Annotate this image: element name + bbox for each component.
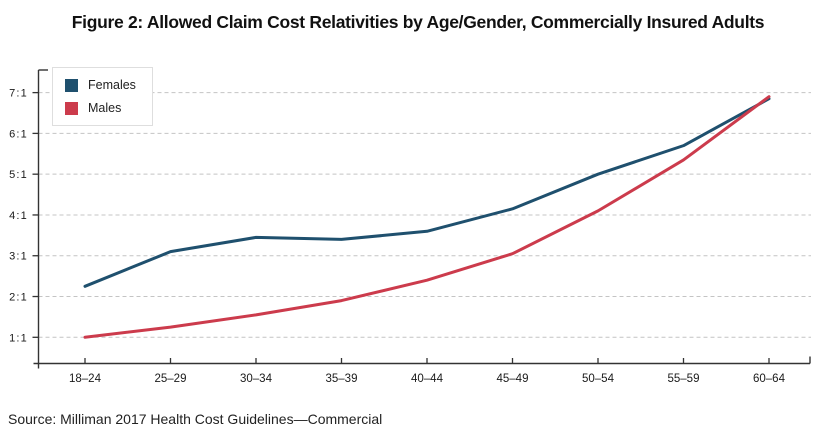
x-tick-label: 40–44 — [411, 373, 444, 385]
y-tick-label: 6:1 — [9, 128, 28, 140]
males-swatch-icon — [65, 101, 78, 115]
x-tick-label: 50–54 — [582, 373, 615, 385]
legend-item-females: Females — [65, 78, 136, 92]
legend-label-males: Males — [88, 101, 122, 115]
y-tick-label: 7:1 — [9, 88, 28, 100]
x-tick-label: 30–34 — [240, 373, 273, 385]
x-tick-label: 18–24 — [69, 373, 102, 385]
males-line — [83, 95, 771, 339]
legend-label-females: Females — [88, 78, 136, 92]
legend: Females Males — [52, 67, 153, 126]
source-note: Source: Milliman 2017 Health Cost Guidel… — [8, 411, 383, 427]
y-tick-label: 2:1 — [9, 292, 28, 304]
y-tick-label: 3:1 — [9, 251, 28, 263]
x-tick-label: 25–29 — [155, 373, 187, 385]
x-tick-label: 55–59 — [668, 373, 700, 385]
y-tick-label: 5:1 — [9, 169, 28, 181]
x-tick-label: 35–39 — [326, 373, 358, 385]
x-tick-label: 45–49 — [497, 373, 529, 385]
females-line — [83, 97, 771, 288]
x-tick-label: 60–64 — [753, 373, 786, 385]
legend-item-males: Males — [65, 101, 136, 115]
figure-title: Figure 2: Allowed Claim Cost Relativitie… — [71, 12, 765, 32]
y-tick-label: 1:1 — [9, 332, 28, 344]
females-swatch-icon — [65, 78, 78, 92]
y-tick-label: 4:1 — [9, 210, 28, 222]
